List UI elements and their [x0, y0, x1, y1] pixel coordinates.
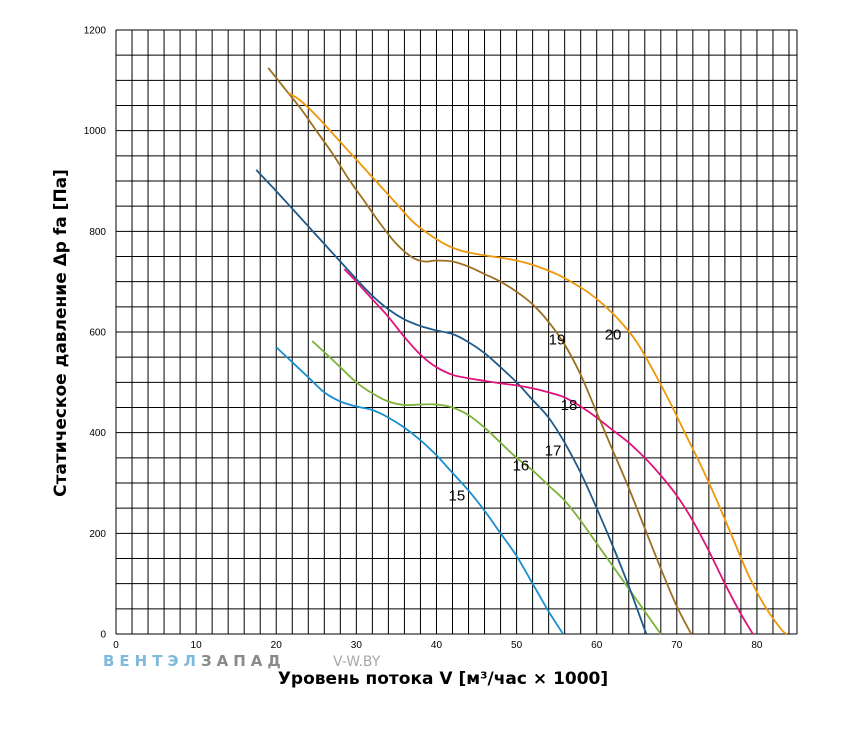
series-line-17 — [255, 169, 648, 635]
y-axis-title: Статическое давление Δp fa [Па] — [51, 169, 71, 497]
series-label-18: 18 — [561, 397, 578, 414]
series-line-16 — [311, 340, 662, 635]
x-axis-title: Уровень потока V [м³/час × 1000] — [278, 669, 608, 689]
x-tick-label: 0 — [113, 640, 119, 651]
chart-curve-labels: 15 16 17 18 19 20 — [448, 327, 621, 505]
series-line-18 — [343, 268, 754, 635]
chart-curves — [255, 67, 788, 635]
y-tick-label: 400 — [89, 428, 106, 439]
x-tick-label: 80 — [751, 640, 763, 651]
series-label-19: 19 — [549, 332, 566, 349]
x-tick-label: 70 — [671, 640, 683, 651]
series-label-16: 16 — [513, 457, 530, 474]
x-tick-label: 60 — [591, 640, 603, 651]
watermark: ВЕНТЭЛЗАПАД V-W.BY — [103, 652, 381, 670]
y-tick-label: 1200 — [84, 26, 107, 37]
x-tick-label: 20 — [271, 640, 283, 651]
series-line-15 — [275, 346, 564, 635]
chart-grid — [115, 29, 798, 635]
y-tick-label: 600 — [89, 328, 106, 339]
series-label-20: 20 — [605, 327, 622, 344]
series-line-20 — [287, 92, 788, 635]
x-tick-label: 30 — [351, 640, 363, 651]
series-line-19 — [267, 67, 692, 635]
y-tick-label: 1000 — [84, 126, 107, 137]
x-tick-label: 10 — [191, 640, 203, 651]
watermark-brand-part1: ВЕНТЭЛ — [103, 652, 201, 670]
watermark-brand-part2: ЗАПАД — [201, 652, 286, 670]
watermark-site: V-W.BY — [333, 654, 381, 670]
x-tick-label: 50 — [511, 640, 523, 651]
series-label-17: 17 — [545, 442, 562, 459]
y-tick-label: 0 — [100, 630, 106, 641]
watermark-brand: ВЕНТЭЛЗАПАД — [103, 652, 286, 670]
x-tick-label: 40 — [431, 640, 443, 651]
y-tick-label: 200 — [89, 529, 106, 540]
series-label-15: 15 — [448, 488, 465, 505]
y-tick-label: 800 — [89, 227, 106, 238]
